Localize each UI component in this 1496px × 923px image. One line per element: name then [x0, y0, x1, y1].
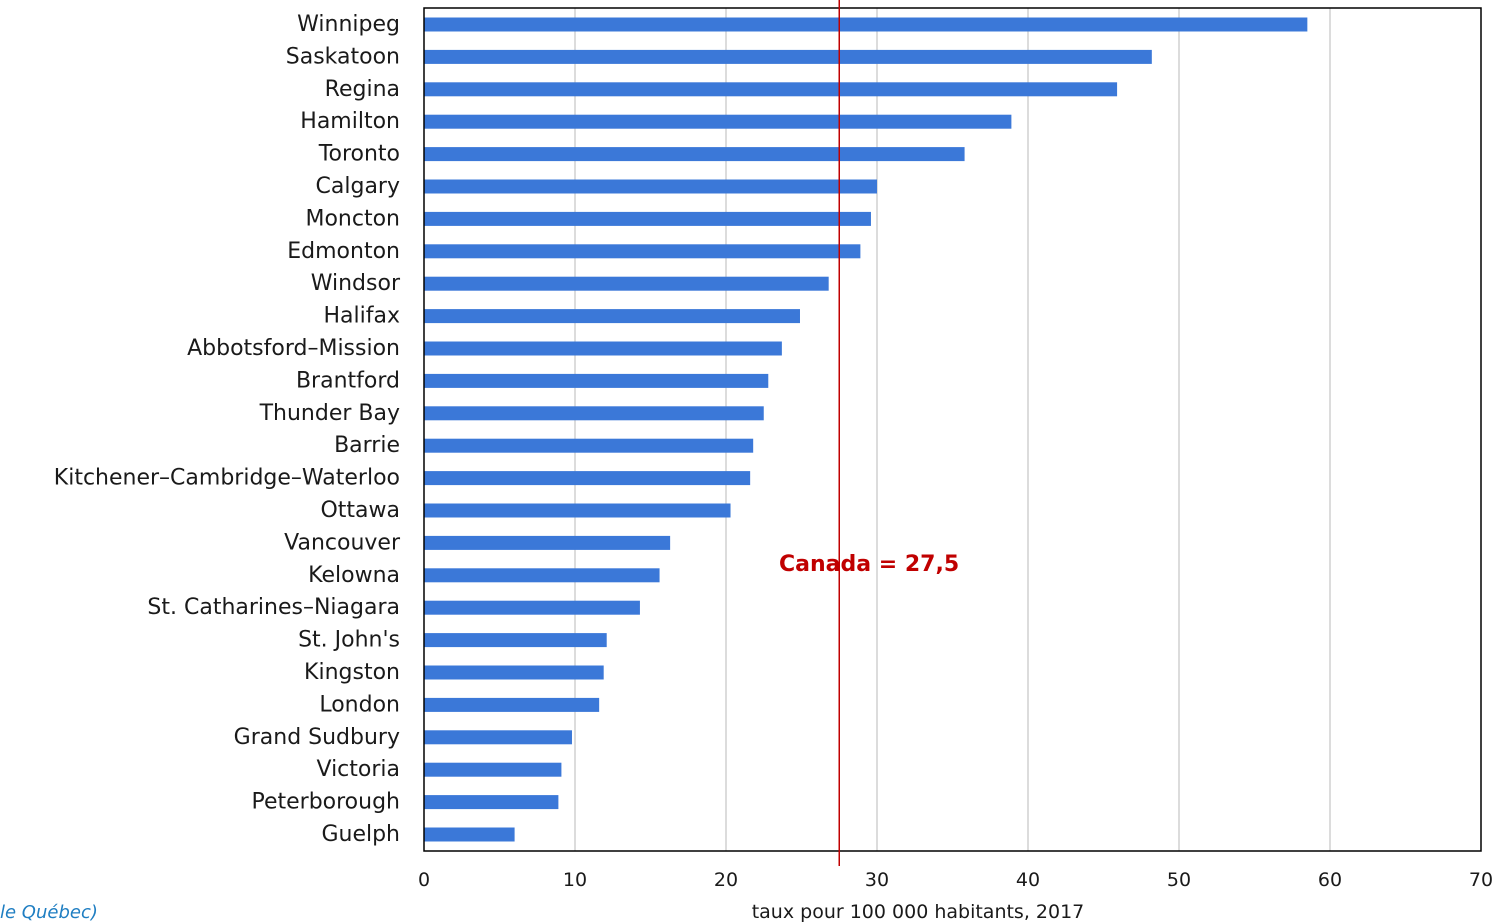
- bar: [424, 17, 1308, 32]
- bar: [424, 147, 965, 162]
- bar: [424, 535, 671, 550]
- category-label: Kitchener–Cambridge–Waterloo: [54, 466, 400, 491]
- category-label: Hamilton: [300, 109, 400, 134]
- category-label: Ottawa: [320, 498, 400, 523]
- category-label: Vancouver: [284, 530, 401, 555]
- canada-reference-label: Canada = 27,5: [779, 552, 959, 577]
- category-label: Abbotsford–Mission: [187, 336, 400, 361]
- bar: [424, 600, 640, 615]
- source-note: le Québec): [0, 902, 98, 923]
- plot-frame: [423, 7, 1482, 852]
- x-axis-title: taux pour 100 000 habitants, 2017: [752, 901, 1085, 923]
- bar: [424, 438, 754, 453]
- category-label: London: [319, 692, 400, 717]
- bar: [424, 373, 769, 388]
- bar: [424, 211, 871, 226]
- category-label: Windsor: [311, 271, 401, 296]
- bar: [424, 244, 861, 259]
- bar: [424, 665, 604, 680]
- bar: [424, 633, 607, 648]
- x-tick-label: 70: [1469, 869, 1493, 891]
- category-label: Victoria: [317, 757, 401, 782]
- category-label: Barrie: [334, 433, 400, 458]
- category-label: Saskatoon: [286, 44, 400, 69]
- bar: [424, 697, 600, 712]
- bar: [424, 406, 764, 421]
- category-label: Winnipeg: [297, 12, 400, 37]
- category-label: Brantford: [296, 368, 400, 393]
- x-tick-label: 40: [1016, 869, 1040, 891]
- bar: [424, 341, 782, 356]
- category-labels: Winnipeg Saskatoon Regina Hamilton Toronto Ca…: [54, 12, 401, 847]
- category-label: Peterborough: [251, 790, 400, 815]
- category-label: Thunder Bay: [259, 401, 400, 426]
- grid-lines: [574, 8, 1331, 851]
- category-label: Toronto: [318, 142, 400, 167]
- bar: [424, 568, 660, 583]
- x-tick-label: 20: [714, 869, 738, 891]
- bar: [424, 276, 829, 291]
- bar: [424, 49, 1152, 64]
- category-label: St. Catharines–Niagara: [147, 595, 400, 620]
- bar: [424, 730, 572, 745]
- bar: [424, 762, 562, 777]
- x-tick-label: 30: [865, 869, 889, 891]
- bar: [424, 471, 751, 486]
- bar: [424, 827, 515, 842]
- category-label: Moncton: [305, 206, 400, 231]
- bar: [424, 114, 1012, 129]
- bar: [424, 795, 559, 810]
- category-label: Halifax: [324, 304, 401, 329]
- category-label: St. John's: [298, 628, 400, 653]
- category-label: Edmonton: [287, 239, 400, 264]
- x-tick-labels: 0 10 20 30 40 50 60 70: [418, 869, 1493, 891]
- category-label: Kelowna: [308, 563, 400, 588]
- bars: [424, 17, 1308, 842]
- category-label: Regina: [325, 77, 400, 102]
- category-label: Guelph: [321, 822, 400, 847]
- bar: [424, 503, 731, 518]
- x-tick-label: 50: [1167, 869, 1191, 891]
- x-tick-label: 10: [563, 869, 587, 891]
- category-label: Grand Sudbury: [234, 725, 400, 750]
- bar: [424, 309, 800, 324]
- x-tick-label: 0: [418, 869, 430, 891]
- x-tick-label: 60: [1318, 869, 1342, 891]
- category-label: Calgary: [316, 174, 400, 199]
- category-label: Kingston: [304, 660, 400, 685]
- bar: [424, 82, 1118, 97]
- bar: [424, 179, 877, 194]
